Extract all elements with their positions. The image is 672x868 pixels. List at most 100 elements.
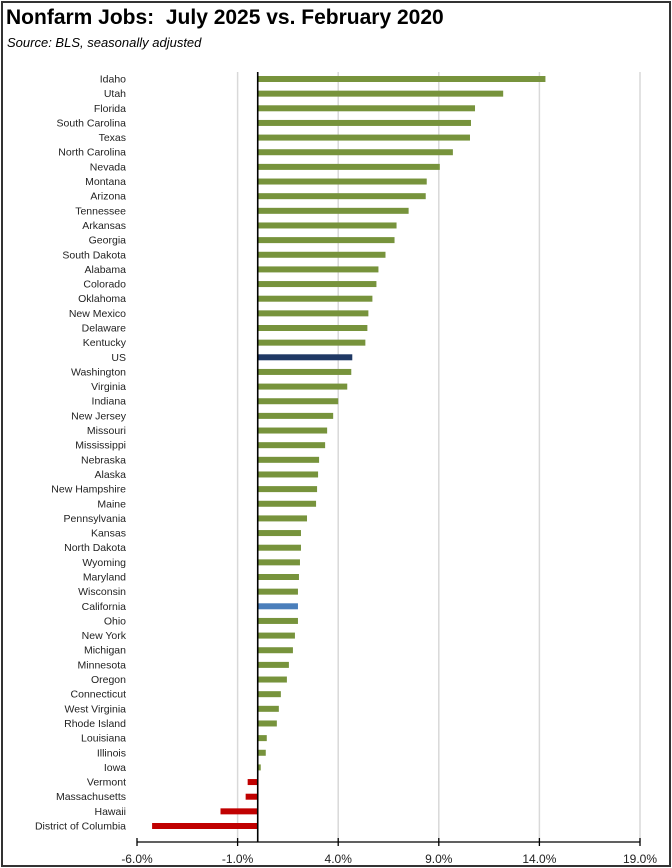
category-label: Ohio	[104, 615, 126, 627]
bar-indiana	[257, 398, 339, 405]
bar-west-virginia	[257, 705, 279, 712]
category-label: Pennsylvania	[64, 513, 127, 525]
category-label: South Dakota	[62, 249, 126, 261]
bar-ohio	[257, 617, 298, 624]
category-label: Washington	[71, 366, 126, 378]
category-label: Arkansas	[82, 220, 126, 232]
bar-pennsylvania	[257, 515, 308, 522]
bar-new-mexico	[257, 310, 369, 317]
bar-maine	[257, 500, 317, 507]
category-label: Kansas	[91, 528, 126, 540]
bar-oklahoma	[257, 295, 373, 302]
bar-colorado	[257, 281, 377, 288]
bar-south-dakota	[257, 251, 386, 258]
category-label: Alaska	[94, 469, 126, 481]
category-label: Illinois	[97, 747, 126, 759]
bar-michigan	[257, 647, 293, 654]
x-tick-label: -1.0%	[222, 852, 254, 866]
category-label: Maine	[97, 498, 126, 510]
category-label: Minnesota	[78, 659, 127, 671]
bar-illinois	[257, 749, 266, 756]
bar-north-dakota	[257, 544, 301, 551]
bar-south-carolina	[257, 119, 471, 126]
bar-new-york	[257, 632, 295, 639]
bar-texas	[257, 134, 470, 141]
category-label: Colorado	[83, 279, 126, 291]
bar-kansas	[257, 530, 301, 537]
bar-tennessee	[257, 207, 409, 214]
category-label: Missouri	[87, 425, 126, 437]
category-label: Indiana	[92, 396, 127, 408]
category-label: Hawaii	[94, 806, 126, 818]
category-label: District of Columbia	[35, 821, 126, 833]
x-tick-label: 4.0%	[325, 852, 353, 866]
category-label: Wisconsin	[78, 586, 126, 598]
bar-montana	[257, 178, 427, 185]
x-tick-label: 9.0%	[425, 852, 453, 866]
category-label: Kentucky	[83, 337, 127, 349]
bar-alaska	[257, 471, 319, 478]
x-tick-label: 14.0%	[522, 852, 556, 866]
category-label: Georgia	[89, 235, 127, 247]
category-label: Mississippi	[75, 440, 126, 452]
category-label: Oregon	[91, 674, 126, 686]
category-label: Iowa	[104, 762, 126, 774]
bar-utah	[257, 90, 504, 97]
bar-louisiana	[257, 735, 267, 742]
bar-arkansas	[257, 222, 397, 229]
category-label: Michigan	[84, 645, 126, 657]
category-label: Tennessee	[75, 205, 126, 217]
category-label: Florida	[94, 103, 126, 115]
bar-district-of-columbia	[152, 823, 258, 829]
category-label: Maryland	[83, 572, 126, 584]
category-label: US	[111, 352, 126, 364]
bar-delaware	[257, 325, 368, 331]
category-label: Nevada	[90, 161, 126, 173]
bar-georgia	[257, 237, 395, 244]
category-label: Idaho	[100, 74, 126, 86]
category-label: Texas	[99, 132, 126, 144]
bar-nevada	[257, 163, 440, 170]
bar-wyoming	[257, 559, 300, 566]
bar-missouri	[257, 427, 328, 434]
chart-subtitle: Source: BLS, seasonally adjusted	[7, 35, 202, 50]
category-label: Utah	[104, 88, 126, 100]
bar-kentucky	[257, 339, 366, 346]
category-label: New Hampshire	[51, 484, 126, 496]
bar-california	[257, 603, 298, 610]
bar-florida	[257, 105, 476, 112]
x-tick-label: -6.0%	[121, 852, 153, 866]
bar-wisconsin	[257, 588, 298, 595]
bar-rhode-island	[257, 720, 277, 727]
bar-connecticut	[257, 691, 281, 698]
bar-north-carolina	[257, 149, 453, 156]
category-label: North Carolina	[58, 147, 126, 159]
category-label: Connecticut	[71, 689, 127, 701]
bar-washington	[257, 368, 352, 375]
category-label: Louisiana	[81, 733, 126, 745]
category-label: Virginia	[91, 381, 126, 393]
bar-arizona	[257, 193, 426, 200]
category-label: Wyoming	[82, 557, 126, 569]
category-label: California	[82, 601, 127, 613]
bar-oregon	[257, 676, 287, 683]
bar-massachusetts	[245, 793, 258, 800]
category-label: New Jersey	[71, 410, 127, 422]
category-label: North Dakota	[64, 542, 126, 554]
bar-vermont	[247, 779, 258, 786]
bar-us	[257, 354, 353, 361]
bar-nebraska	[257, 456, 320, 463]
category-label: Oklahoma	[78, 293, 126, 305]
category-label: Alabama	[85, 264, 127, 276]
bar-virginia	[257, 383, 348, 390]
bar-mississippi	[257, 442, 326, 449]
bar-idaho	[257, 76, 546, 82]
category-label: Vermont	[87, 777, 126, 789]
category-label: Massachusetts	[56, 791, 126, 803]
category-label: Rhode Island	[64, 718, 126, 730]
category-label: Arizona	[90, 191, 126, 203]
x-tick-label: 19.0%	[623, 852, 657, 866]
bar-new-hampshire	[257, 486, 318, 493]
